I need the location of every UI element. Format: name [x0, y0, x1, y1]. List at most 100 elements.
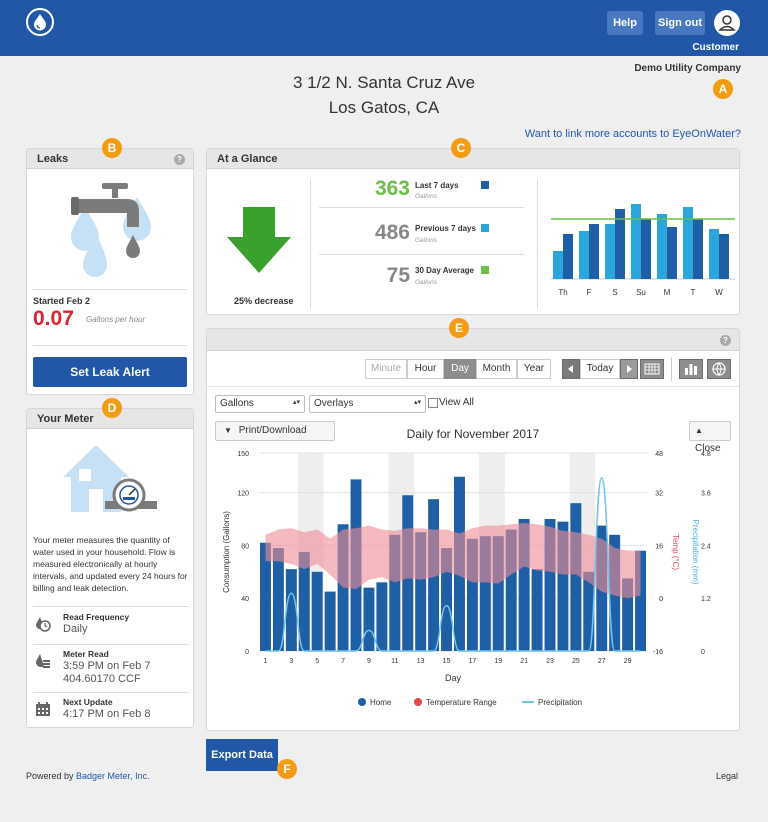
period-minute-button[interactable]: Minute — [365, 359, 407, 379]
x-tick-label: 1 — [264, 658, 268, 665]
period-year-button[interactable]: Year — [517, 359, 551, 379]
glance-row-divider-1 — [319, 207, 524, 208]
glance-header: At a Glance — [207, 149, 739, 169]
leaks-divider-2 — [33, 345, 187, 346]
read-frequency-label: Read Frequency — [63, 612, 130, 622]
water-drop-icon — [34, 14, 46, 31]
overlays-select-value: Overlays — [314, 398, 354, 409]
your-meter-panel: Your Meter Your meter measures the quant… — [26, 408, 194, 728]
period-day-button[interactable]: Day — [444, 359, 476, 379]
mini-bar-previous — [683, 207, 693, 279]
help-button[interactable]: Help — [607, 11, 643, 35]
annotation-badge-a: A — [713, 79, 733, 99]
period-month-button[interactable]: Month — [476, 359, 517, 379]
sign-out-button[interactable]: Sign out — [655, 11, 705, 35]
last-7-days-value: 363 — [374, 177, 410, 200]
mini-bar-previous — [579, 231, 589, 279]
link-accounts-link[interactable]: Want to link more accounts to EyeOnWater… — [524, 128, 741, 140]
x-tick-label: 21 — [520, 658, 528, 665]
meter-divider-1 — [33, 606, 189, 607]
set-leak-alert-button[interactable]: Set Leak Alert — [33, 357, 187, 387]
mini-bar-previous — [631, 204, 641, 279]
calendar-picker-button[interactable] — [640, 359, 664, 379]
eyeonwater-logo[interactable] — [26, 8, 54, 36]
units-select[interactable]: Gallons ▴▾ — [215, 395, 305, 413]
glance-title: At a Glance — [217, 153, 278, 165]
close-chart-button[interactable]: ▲ Close — [689, 421, 731, 454]
leaks-title: Leaks — [37, 153, 69, 165]
mini-day-label: F — [587, 288, 592, 297]
address-line-1: 3 1/2 N. Santa Cruz Ave — [292, 73, 476, 92]
view-all-label: View All — [439, 397, 474, 408]
view-all-checkbox[interactable] — [428, 398, 438, 408]
overlays-select[interactable]: Overlays ▴▾ — [309, 395, 426, 413]
next-update-label: Next Update — [63, 697, 113, 707]
annotation-badge-c: C — [451, 138, 471, 158]
consumption-bar — [544, 519, 556, 651]
down-arrow-icon — [227, 207, 291, 273]
x-tick-label: 19 — [494, 658, 502, 665]
y-tick-label: 80 — [241, 543, 249, 550]
leaks-divider — [33, 289, 187, 290]
chart-help-icon[interactable]: ? — [720, 335, 731, 346]
legal-link[interactable]: Legal — [715, 771, 738, 781]
previous-7-days-unit: Gallons — [415, 237, 438, 244]
last-7-days-unit: Gallons — [415, 193, 438, 200]
print-download-button[interactable]: ▼ Print/Download — [215, 421, 335, 441]
leak-started-date: Started Feb 2 — [33, 296, 91, 306]
leaks-help-icon[interactable]: ? — [174, 154, 185, 165]
30-day-average-value: 75 — [386, 264, 410, 287]
bar-chart-view-button[interactable] — [679, 359, 703, 379]
annotation-badge-d: D — [102, 398, 122, 418]
next-update-row: Next Update 4:17 PM on Feb 8 — [33, 697, 189, 727]
print-download-label: Print/Download — [238, 425, 307, 436]
temp-tick-label: 32 — [655, 491, 663, 498]
today-button[interactable]: Today — [580, 359, 620, 379]
consumption-bar — [466, 538, 478, 651]
mini-bar-last — [667, 227, 677, 279]
mini-day-label: W — [715, 288, 723, 297]
legend-home-marker — [358, 698, 366, 706]
consumption-bar — [324, 591, 336, 651]
x-tick-label: 25 — [572, 658, 580, 665]
previous-period-button[interactable] — [562, 359, 580, 379]
chart-header: ? — [207, 329, 739, 351]
globe-view-button[interactable] — [707, 359, 731, 379]
precip-tick-label: 0 — [701, 649, 705, 656]
30-day-average-unit: Gallons — [415, 279, 438, 286]
glance-row-divider-2 — [319, 254, 524, 255]
x-tick-label: 11 — [391, 658, 398, 665]
consumption-bar — [531, 569, 543, 651]
mini-bar-previous — [657, 214, 667, 279]
x-tick-label: 17 — [469, 658, 477, 665]
mini-bar-previous — [605, 224, 615, 279]
precip-tick-label: 2.4 — [701, 543, 711, 550]
consumption-bar — [622, 578, 634, 651]
select-caret-icon: ▴▾ — [292, 399, 300, 406]
next-period-button[interactable] — [620, 359, 638, 379]
y-tick-label: 120 — [237, 491, 249, 498]
consumption-bar — [285, 569, 297, 651]
temp-tick-label: 16 — [655, 543, 663, 550]
close-label: Close — [695, 443, 721, 454]
units-select-value: Gallons — [220, 398, 254, 409]
consumption-bar — [635, 550, 646, 651]
company-name: Demo Utility Company — [634, 63, 741, 74]
powered-by: Powered by Badger Meter, Inc. — [26, 771, 150, 781]
chevron-right-icon — [627, 365, 632, 373]
period-hour-button[interactable]: Hour — [407, 359, 444, 379]
temperature-range-band — [265, 522, 641, 599]
y-tick-label: 0 — [245, 649, 249, 656]
read-frequency-value: Daily — [63, 623, 88, 635]
export-data-button[interactable]: Export Data — [206, 739, 278, 771]
address-line-2: Los Gatos, CA — [328, 98, 440, 117]
user-account-icon[interactable] — [714, 10, 740, 36]
x-tick-label: 9 — [367, 658, 371, 665]
x-tick-label: 13 — [417, 658, 425, 665]
powered-by-prefix: Powered by — [26, 771, 77, 781]
meter-read-label: Meter Read — [63, 649, 109, 659]
badger-meter-link[interactable]: Badger Meter, Inc. — [76, 771, 150, 781]
chart-title: Daily for November 2017 — [406, 427, 540, 441]
top-navbar: Help Sign out Customer — [0, 0, 768, 56]
